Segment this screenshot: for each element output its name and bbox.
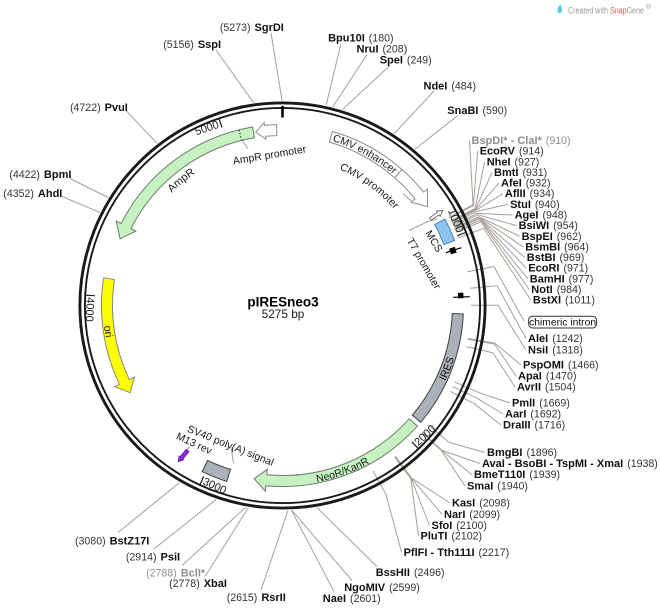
- svg-text:pIRESneo3: pIRESneo3: [247, 294, 319, 309]
- svg-text:AvaI - BsoBI - TspMI - XmaI(19: AvaI - BsoBI - TspMI - XmaI (1938): [482, 458, 658, 470]
- svg-text:(4422)BpmI: (4422) BpmI: [9, 169, 71, 181]
- svg-text:(5273)SgrDI: (5273) SgrDI: [220, 22, 284, 34]
- svg-text:BstBI(969): BstBI (969): [527, 252, 584, 264]
- svg-text:(2788)BclI*: (2788) BclI*: [146, 568, 206, 580]
- svg-text:ApaI(1470): ApaI (1470): [518, 371, 576, 383]
- svg-text:BstXI(1011): BstXI (1011): [533, 295, 595, 307]
- svg-text:EcoRI(971): EcoRI (971): [528, 263, 588, 275]
- svg-text:PmlI(1669): PmlI (1669): [512, 398, 570, 410]
- svg-text:BspEI(962): BspEI (962): [522, 231, 582, 243]
- svg-text:BsmBI(964): BsmBI (964): [525, 241, 589, 253]
- svg-text:BmeT110I(1939): BmeT110I (1939): [474, 469, 560, 481]
- svg-text:®: ®: [646, 3, 652, 11]
- svg-text:(4722)PvuI: (4722) PvuI: [70, 102, 128, 114]
- svg-text:BsiWI(954): BsiWI (954): [519, 220, 578, 232]
- svg-text:SfoI(2100): SfoI (2100): [432, 520, 487, 532]
- svg-text:AleI(1242): AleI (1242): [528, 333, 583, 345]
- svg-text:(2778)XbaI: (2778) XbaI: [169, 578, 227, 590]
- svg-text:BssHII(2496): BssHII (2496): [376, 567, 445, 579]
- svg-text:BspDI* - ClaI*(910): BspDI* - ClaI* (910): [472, 135, 571, 147]
- svg-text:BamHI(977): BamHI (977): [530, 273, 594, 285]
- svg-text:AflII(934): AflII (934): [505, 188, 555, 200]
- svg-text:KasI(2098): KasI (2098): [452, 498, 510, 510]
- svg-text:(4352)AhdI: (4352) AhdI: [3, 188, 62, 200]
- svg-text:AgeI(948): AgeI (948): [515, 210, 568, 222]
- svg-text:4000: 4000: [83, 297, 96, 322]
- svg-text:SpeI(249): SpeI (249): [380, 55, 432, 67]
- svg-text:ori: ori: [101, 325, 115, 339]
- svg-text:(3080)BstZ17I: (3080) BstZ17I: [75, 536, 149, 548]
- svg-text:NaeI(2601): NaeI (2601): [323, 593, 381, 605]
- svg-text:NgoMIV(2599): NgoMIV (2599): [344, 582, 420, 594]
- svg-text:NruI(208): NruI (208): [357, 44, 408, 56]
- svg-text:Created with SnapGene: Created with SnapGene: [568, 6, 644, 17]
- svg-text:SmaI(1940): SmaI (1940): [467, 480, 528, 492]
- svg-text:BmgBI(1896): BmgBI (1896): [487, 447, 557, 459]
- svg-text:BmtI(931): BmtI (931): [494, 167, 547, 179]
- svg-text:SnaBI(590): SnaBI (590): [447, 105, 507, 117]
- svg-text:AarI(1692): AarI (1692): [505, 409, 561, 421]
- svg-text:NdeI(484): NdeI (484): [424, 80, 477, 92]
- svg-text:NsiI(1318): NsiI (1318): [528, 345, 583, 357]
- svg-text:PluTI(2102): PluTI (2102): [421, 531, 483, 543]
- svg-text:chimeric intron: chimeric intron: [529, 318, 596, 329]
- svg-text:AvrII(1504): AvrII (1504): [517, 382, 576, 394]
- svg-text:Bpu10I(180): Bpu10I (180): [328, 32, 393, 44]
- svg-text:(5156)SspI: (5156) SspI: [163, 39, 221, 51]
- svg-text:5275 bp: 5275 bp: [262, 307, 305, 321]
- svg-text:(2615)RsrII: (2615) RsrII: [227, 592, 286, 604]
- svg-text:NarI(2099): NarI (2099): [444, 509, 500, 521]
- svg-text:AfeI(932): AfeI (932): [501, 178, 551, 190]
- svg-text:PflFI - Tth111I(2217): PflFI - Tth111I (2217): [404, 547, 510, 559]
- svg-text:PspOMI(1466): PspOMI (1466): [523, 360, 599, 372]
- svg-text:DraIII(1716): DraIII (1716): [503, 420, 565, 432]
- svg-text:NheI(927): NheI (927): [487, 156, 540, 168]
- svg-text:(2914)PsiI: (2914) PsiI: [126, 552, 180, 564]
- svg-text:StuI(940): StuI (940): [510, 199, 560, 211]
- svg-text:NotI(984): NotI (984): [531, 284, 581, 296]
- svg-text:EcoRV(914): EcoRV (914): [480, 146, 544, 158]
